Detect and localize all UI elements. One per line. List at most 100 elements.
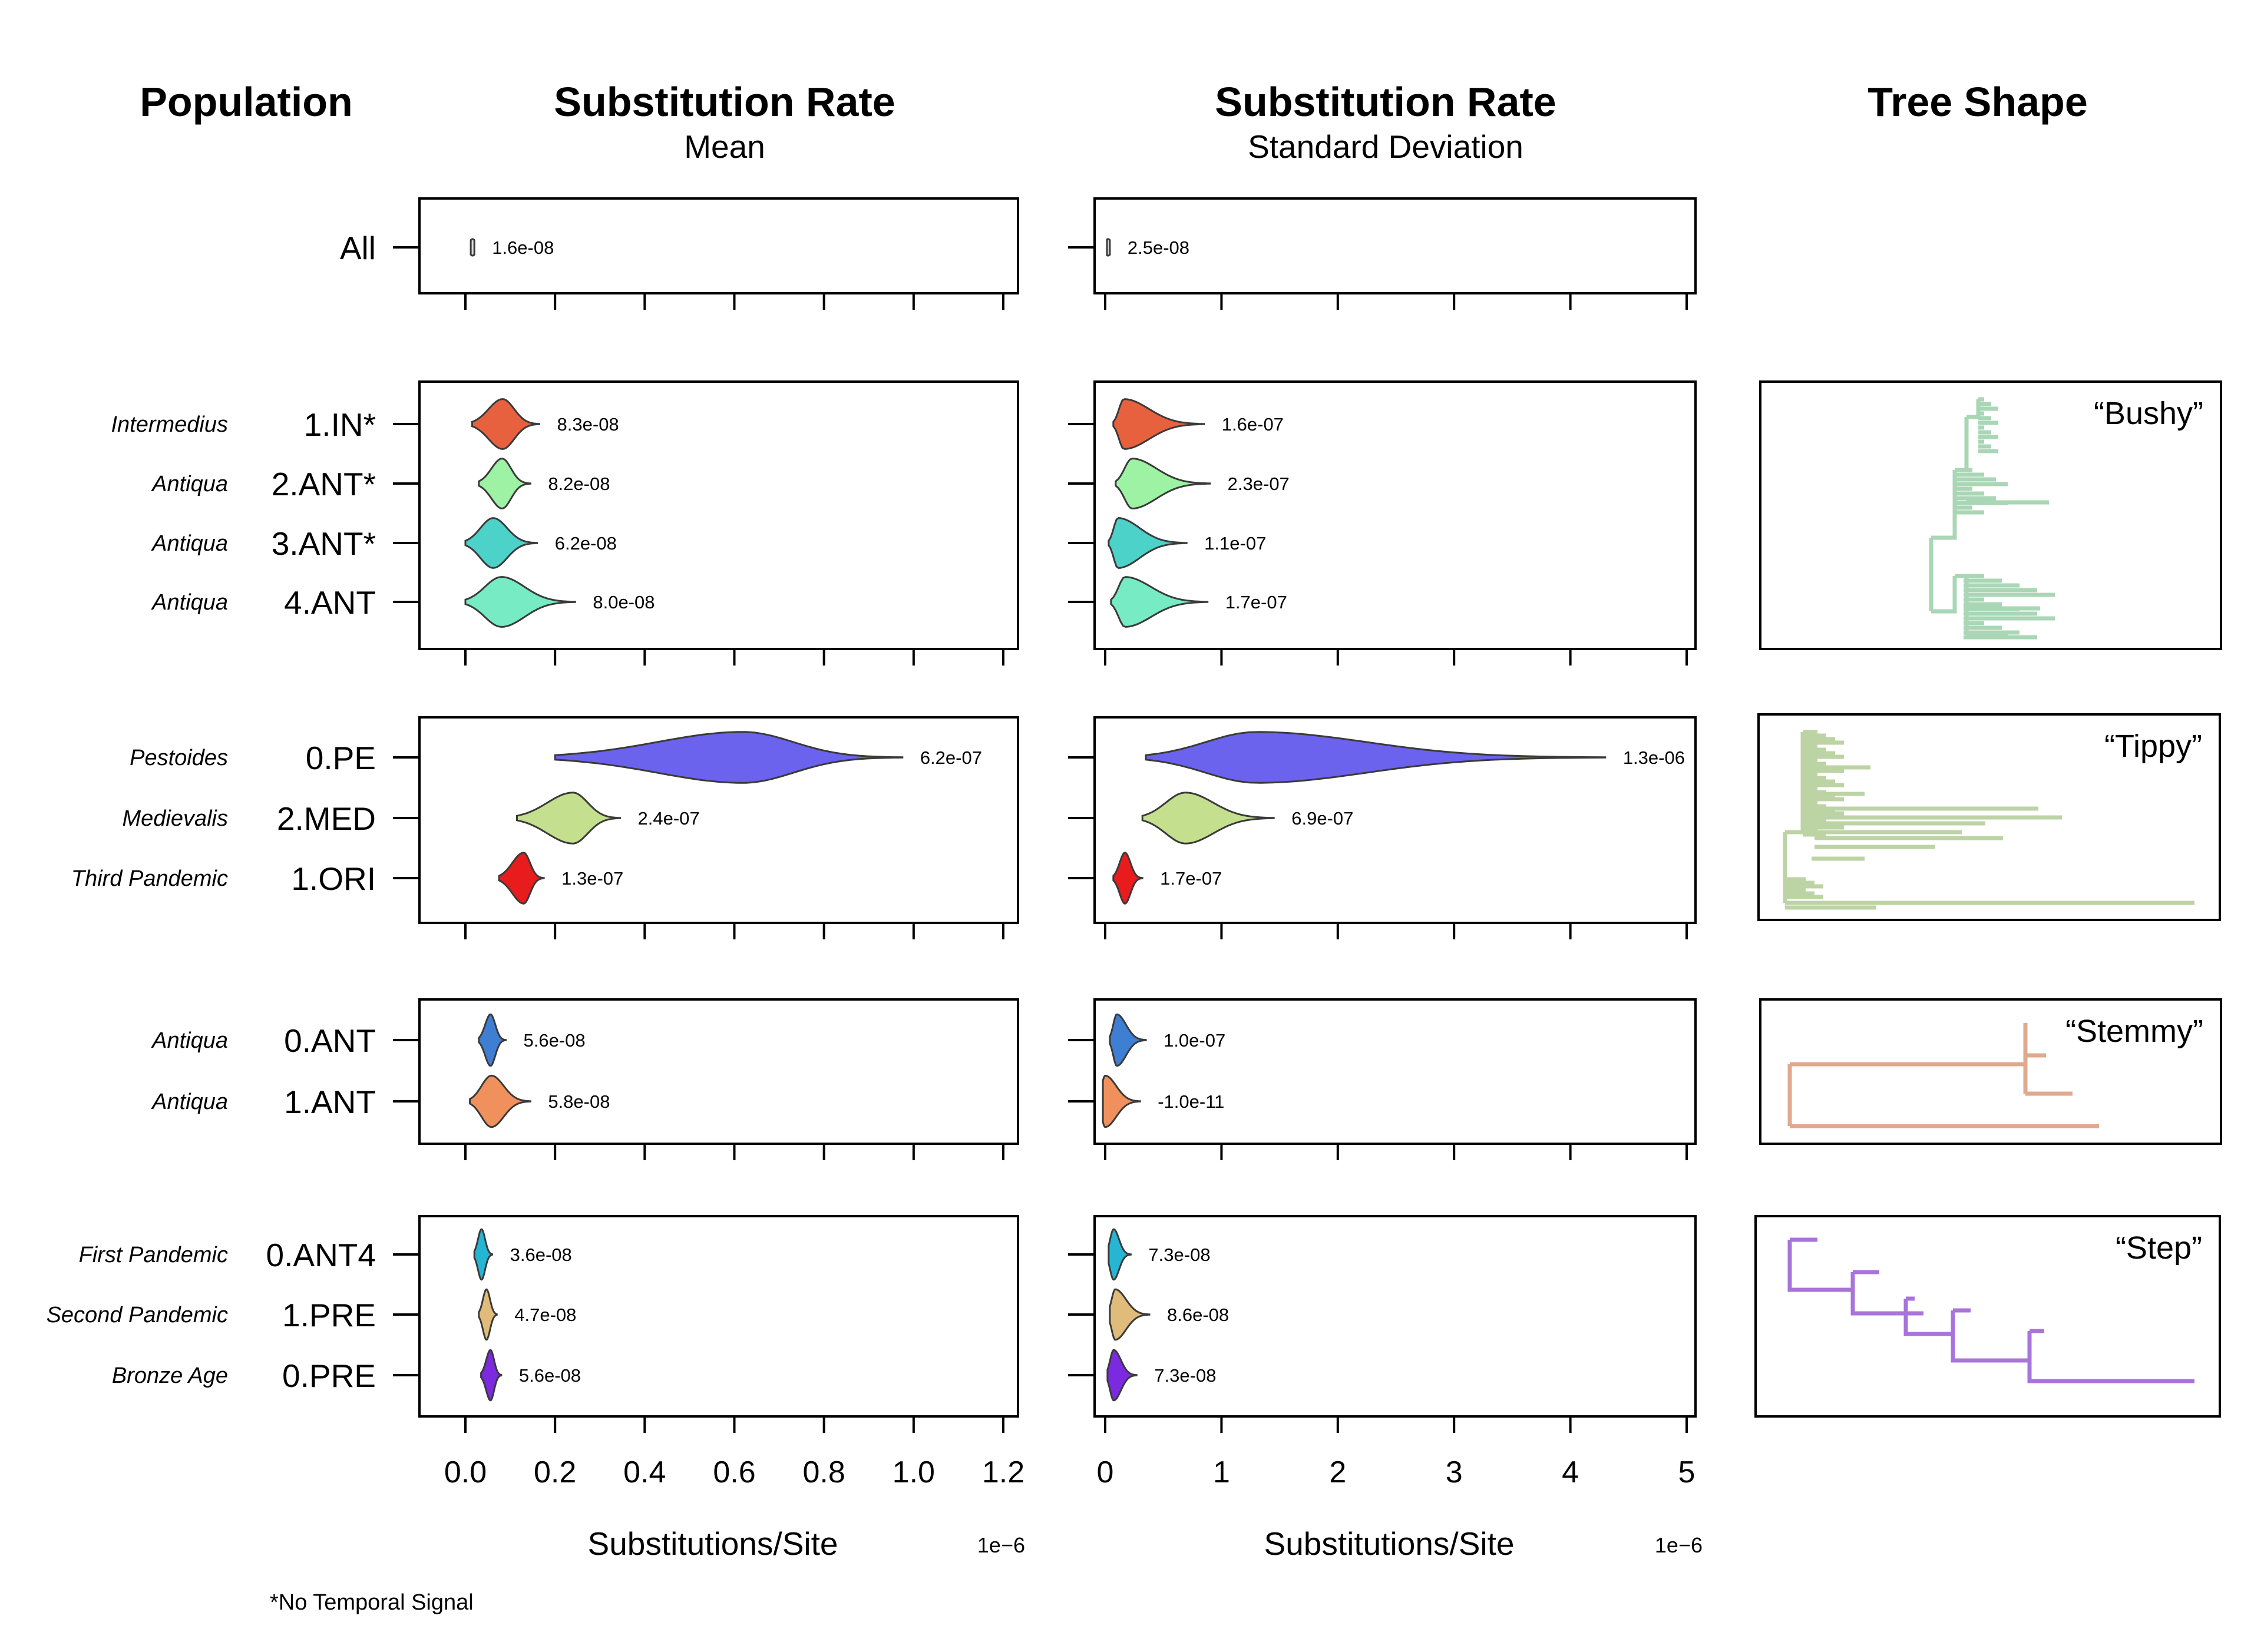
lineage-group-label: Bronze Age [112, 1363, 228, 1388]
population-label: 0.PRE [282, 1358, 376, 1394]
sd-panel-box [1093, 716, 1697, 924]
sd-value-label: 1.3e-06 [1623, 747, 1685, 768]
sd-violin-1-in- [1112, 398, 1205, 450]
sd-x-tick-label: 2 [1329, 1455, 1346, 1489]
sd-x-tick-label: 1 [1213, 1455, 1230, 1489]
tree-shape-box [1754, 1215, 2221, 1418]
sd-panel-box [1093, 1215, 1697, 1418]
mean-x-tick-label: 1.0 [893, 1455, 935, 1489]
lineage-group-label: Pestoides [130, 746, 228, 770]
sd-violin-2-med [1141, 792, 1275, 845]
mean-value-label: 5.8e-08 [548, 1091, 610, 1112]
lineage-group-label: Third Pandemic [71, 866, 228, 891]
mean-x-tick-label: 0.2 [534, 1455, 576, 1489]
population-label: 2.MED [277, 800, 376, 837]
lineage-group-label: Antiqua [151, 531, 228, 556]
sd-value-label: 7.3e-08 [1154, 1365, 1216, 1386]
population-label: 1.ORI [291, 860, 376, 897]
mean-x-tick-label: 0.8 [803, 1455, 845, 1489]
population-label: 4.ANT [284, 584, 376, 621]
mean-value-label: 8.0e-08 [593, 592, 655, 613]
sd-violin-0-ant [1109, 1013, 1147, 1067]
mean-x-tick-label: 0.6 [713, 1455, 755, 1489]
tree-shape-label: “Bushy” [2094, 396, 2203, 431]
lineage-group-label: Antiqua [151, 1028, 228, 1053]
lineage-group-label: Antiqua [151, 590, 228, 615]
mean-value-label: 1.6e-08 [492, 237, 554, 258]
sd-violin-1-ant [1102, 1074, 1141, 1128]
sd-panel-box [1093, 998, 1697, 1145]
lineage-group-label: Antiqua [151, 472, 228, 496]
mean-panel-box [418, 998, 1019, 1145]
tree-shapes-layer: “Bushy” “Tippy” “Stemmy” “Step” [1754, 380, 2222, 1418]
sd-value-label: 2.3e-07 [1228, 474, 1290, 494]
mean-violin-0-ant4 [473, 1228, 494, 1281]
mean-violin-0-pre [480, 1349, 503, 1402]
tree-shape-label: “Stemmy” [2065, 1014, 2203, 1049]
header-tree-shape: Tree Shape [1868, 79, 2088, 125]
mean-value-label: 4.7e-08 [514, 1305, 576, 1325]
mean-violin-1-in- [471, 398, 540, 450]
tree-shape-box [1759, 380, 2222, 650]
sd-value-label: 6.9e-07 [1291, 808, 1353, 829]
header-sd-title: Substitution Rate [1215, 79, 1556, 125]
sd-x-tick-label: 0 [1097, 1455, 1114, 1489]
mean-value-label: 1.3e-07 [561, 868, 623, 889]
header-sd-subtitle: Standard Deviation [1248, 128, 1523, 165]
header-population: Population [140, 79, 353, 125]
mean-panel-box [418, 380, 1019, 650]
mean-violin-3-ant- [464, 517, 538, 569]
mean-value-label: 8.3e-08 [557, 414, 619, 435]
sd-panel-box [1093, 380, 1697, 650]
mean-panel-box [418, 716, 1019, 924]
tree-shape-drawing [1929, 397, 2055, 640]
lineage-group-label: Second Pandemic [47, 1303, 228, 1327]
mean-value-label: 6.2e-08 [555, 533, 617, 554]
sd-violin-all [1106, 238, 1111, 257]
sd-violin-2-ant- [1115, 458, 1211, 509]
tree-shape-drawing [1787, 1237, 2194, 1383]
mean-value-label: 3.6e-08 [510, 1244, 572, 1265]
sd-value-label: 1.1e-07 [1204, 533, 1266, 554]
tree-shape-label: “Tippy” [2104, 729, 2202, 764]
sd-x-multiplier: 1e−6 [1655, 1533, 1703, 1557]
population-label: 0.PE [306, 740, 376, 776]
mean-panel-box [418, 1215, 1019, 1418]
mean-x-tick-label: 0.4 [623, 1455, 666, 1489]
sd-value-label: 1.7e-07 [1225, 592, 1287, 613]
sd-violin-3-ant- [1108, 517, 1188, 569]
sd-violin-1-ori [1112, 852, 1143, 905]
sd-x-axis-label: Substitutions/Site [1264, 1525, 1515, 1562]
sd-value-label: 8.6e-08 [1167, 1305, 1229, 1325]
mean-violin-1-ori [498, 852, 545, 905]
sd-value-label: 7.3e-08 [1148, 1244, 1210, 1265]
mean-value-label: 5.6e-08 [523, 1030, 585, 1051]
population-label: 2.ANT* [272, 466, 376, 502]
sd-value-label: 1.7e-07 [1160, 868, 1222, 889]
tree-shape-box [1757, 713, 2221, 921]
mean-violin-2-ant- [478, 458, 531, 509]
mean-x-tick-label: 0.0 [444, 1455, 487, 1489]
lineage-group-label: Medievalis [122, 806, 228, 831]
sd-violin-1-pre [1109, 1288, 1151, 1341]
mean-value-label: 2.4e-07 [637, 808, 699, 829]
lineage-group-label: Intermedius [111, 412, 228, 437]
sd-violin-0-ant4 [1108, 1228, 1132, 1281]
sd-violin-0-pre [1106, 1349, 1138, 1402]
header-mean-title: Substitution Rate [554, 79, 895, 125]
footnote: *No Temporal Signal [270, 1590, 474, 1615]
sd-value-label: 1.6e-07 [1222, 414, 1284, 435]
sd-value-label: -1.0e-11 [1158, 1091, 1224, 1112]
sd-x-tick-label: 4 [1562, 1455, 1579, 1489]
mean-violin-0-ant [478, 1013, 507, 1067]
mean-value-label: 5.6e-08 [519, 1365, 581, 1386]
sd-value-label: 1.0e-07 [1164, 1030, 1225, 1051]
sd-panel-box [1093, 197, 1697, 294]
tree-shape-drawing [1783, 730, 2194, 910]
sd-violin-0-pe [1145, 731, 1607, 784]
population-label: 0.ANT4 [266, 1237, 376, 1273]
header-mean-subtitle: Mean [684, 128, 765, 165]
tree-shape-drawing [1787, 1023, 2099, 1128]
mean-violin-1-pre [478, 1288, 498, 1341]
